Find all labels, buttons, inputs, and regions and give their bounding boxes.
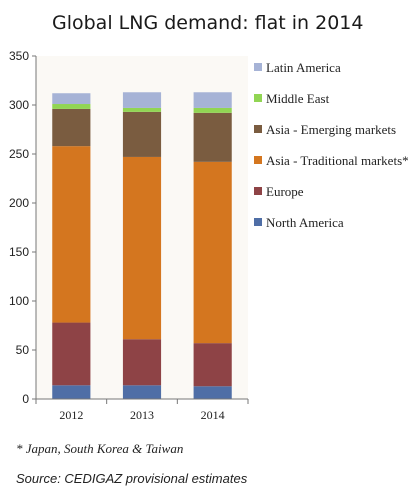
legend-label: Asia - Traditional markets* [266, 153, 409, 168]
chart-title: Global LNG demand: flat in 2014 [52, 12, 364, 34]
y-tick-label: 50 [16, 343, 30, 357]
x-tick-label: 2012 [59, 408, 83, 422]
legend-swatch [254, 63, 262, 71]
y-tick-label: 200 [9, 196, 29, 210]
y-tick-label: 350 [9, 49, 29, 63]
legend-swatch [254, 94, 262, 102]
bar-segment [52, 104, 91, 109]
legend-swatch [254, 125, 262, 133]
x-axis: 2012 2013 2014 [35, 398, 249, 422]
bar-segment [52, 385, 91, 399]
y-tick-label: 300 [9, 98, 29, 112]
bar-segment [193, 92, 232, 108]
bar-segment [52, 93, 91, 105]
y-tick-label: 150 [9, 245, 29, 259]
bar-segment [193, 161, 232, 344]
bars [52, 92, 232, 399]
bar-segment [52, 108, 91, 147]
legend-label: North America [266, 215, 344, 230]
bar-segment [122, 156, 162, 340]
y-tick-label: 100 [9, 294, 29, 308]
y-tick-label: 250 [9, 147, 29, 161]
bar-segment [193, 112, 232, 162]
legend-swatch [254, 218, 262, 226]
bar-segment [122, 339, 162, 386]
footnote: * Japan, South Korea & Taiwan [16, 441, 184, 456]
bar-segment [52, 322, 91, 386]
y-tick-label: 0 [22, 392, 29, 406]
legend-label: Latin America [266, 60, 341, 75]
bar-segment [122, 92, 162, 108]
bar-segment [193, 343, 232, 387]
bar-segment [122, 111, 162, 157]
legend: Latin America Middle East Asia - Emerging … [254, 60, 409, 230]
bar-segment [193, 107, 232, 113]
bar-segment [52, 146, 91, 323]
bar-segment [122, 107, 162, 112]
legend-swatch [254, 156, 262, 164]
bar-segment [122, 385, 162, 399]
legend-label: Middle East [266, 91, 330, 106]
x-tick-label: 2013 [130, 408, 154, 422]
legend-label: Asia - Emerging markets [266, 122, 396, 137]
bar-segment [193, 386, 232, 399]
y-axis: 0 50 100 150 200 250 300 350 [9, 49, 37, 406]
legend-label: Europe [266, 184, 304, 199]
source-note: Source: CEDIGAZ provisional estimates [16, 471, 248, 486]
legend-swatch [254, 187, 262, 195]
x-tick-label: 2014 [201, 408, 225, 422]
